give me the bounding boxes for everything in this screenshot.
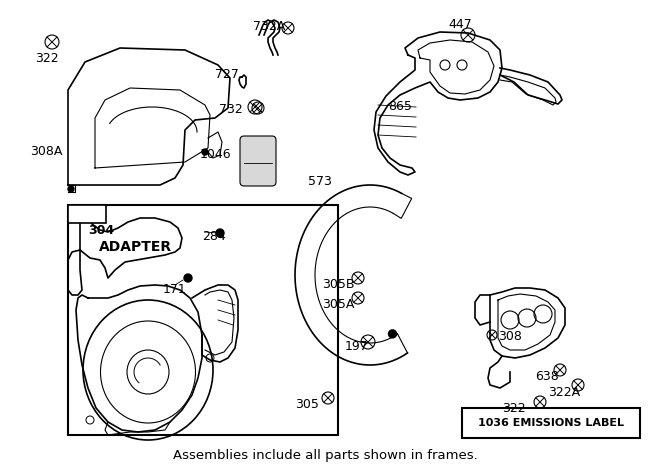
Text: 447: 447: [448, 18, 472, 31]
FancyBboxPatch shape: [240, 136, 276, 186]
Text: 732: 732: [219, 103, 242, 116]
Text: 305B: 305B: [322, 278, 354, 291]
Circle shape: [202, 149, 208, 155]
Text: 865: 865: [388, 100, 412, 113]
Text: 638: 638: [535, 370, 559, 383]
Text: 1036 EMISSIONS LABEL: 1036 EMISSIONS LABEL: [478, 418, 624, 428]
Circle shape: [216, 229, 224, 237]
Text: 171: 171: [163, 283, 187, 296]
Text: 322: 322: [35, 52, 58, 65]
Text: Assemblies include all parts shown in frames.: Assemblies include all parts shown in fr…: [173, 448, 477, 461]
Text: 1046: 1046: [200, 148, 231, 161]
Text: 322A: 322A: [548, 386, 580, 399]
Text: 308: 308: [498, 330, 522, 343]
Text: 308A: 308A: [30, 145, 62, 158]
Circle shape: [389, 330, 396, 338]
Text: 284: 284: [202, 230, 226, 243]
Circle shape: [68, 186, 74, 192]
Text: 727: 727: [215, 68, 239, 81]
Text: ADAPTER: ADAPTER: [99, 240, 172, 254]
Text: 304: 304: [88, 224, 114, 237]
Text: 573: 573: [308, 175, 332, 188]
Text: 197: 197: [345, 340, 369, 353]
Text: 322: 322: [502, 402, 526, 415]
FancyBboxPatch shape: [68, 205, 106, 223]
Text: 305: 305: [295, 398, 319, 411]
Text: 732A: 732A: [253, 20, 285, 33]
Text: 305A: 305A: [322, 298, 354, 311]
Circle shape: [184, 274, 192, 282]
